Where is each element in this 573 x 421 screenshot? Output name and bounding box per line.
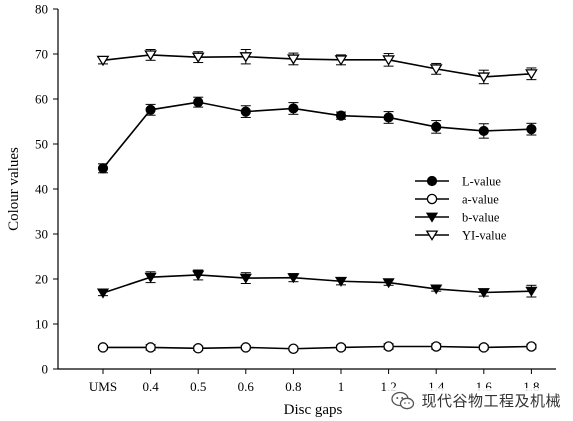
y-axis-title: Colour values (6, 147, 22, 231)
data-point (287, 273, 300, 284)
data-point (288, 103, 299, 114)
data-point (240, 342, 252, 353)
legend-label: b-value (462, 211, 500, 225)
x-tick-label: 1 (338, 379, 345, 394)
x-tick-label: 0.6 (238, 379, 255, 394)
data-point (477, 72, 491, 83)
data-point (145, 342, 156, 353)
data-point (383, 112, 394, 123)
data-point (430, 284, 443, 295)
legend-marker (425, 230, 439, 241)
data-point (431, 121, 442, 133)
watermark-text: 现代谷物工程及机械 (421, 392, 561, 410)
legend-label: a-value (462, 193, 499, 207)
data-point (477, 288, 490, 299)
data-point (382, 55, 395, 66)
series-L-value (97, 96, 537, 174)
data-point (239, 273, 252, 284)
data-point (96, 55, 110, 67)
data-point (525, 69, 538, 80)
data-point (430, 341, 442, 352)
legend-marker (426, 175, 438, 187)
data-point (192, 270, 205, 281)
y-tick-label: 50 (35, 137, 48, 152)
data-point (334, 276, 348, 287)
data-point (145, 104, 156, 115)
data-point (478, 125, 489, 137)
data-point (239, 52, 253, 63)
data-point (526, 124, 537, 135)
data-point (287, 54, 300, 65)
data-point (96, 288, 110, 299)
data-point (429, 64, 443, 75)
legend-item: L-value (415, 175, 501, 189)
legend: L-value a-value b-value YI-value (415, 175, 507, 243)
x-tick-label: 0.8 (285, 379, 301, 394)
data-point (335, 342, 347, 353)
x-tick-label: 0.5 (190, 379, 206, 394)
watermark: 现代谷物工程及机械 (387, 388, 565, 413)
legend-label: YI-value (462, 229, 507, 243)
data-point (334, 55, 348, 66)
data-point (335, 110, 347, 121)
y-tick-label: 10 (35, 317, 48, 332)
series-b-value (96, 269, 538, 299)
legend-item: YI-value (415, 229, 507, 243)
y-tick-label: 70 (35, 47, 48, 62)
y-tick-label: 20 (35, 272, 48, 287)
wechat-icon (391, 391, 415, 409)
plot-area (96, 49, 538, 354)
data-point (478, 342, 490, 353)
series-line (103, 345, 532, 350)
data-point (97, 342, 109, 353)
data-point (192, 343, 204, 354)
x-tick-label: 0.4 (142, 379, 159, 394)
data-point (383, 341, 394, 352)
x-axis-title: Disc gaps (284, 402, 343, 418)
series-line (102, 101, 532, 169)
legend-label: L-value (462, 175, 501, 189)
data-point (97, 163, 109, 174)
data-point (382, 278, 395, 289)
data-point (526, 341, 537, 352)
data-point (240, 106, 251, 117)
data-point (191, 52, 205, 64)
y-tick-label: 40 (35, 182, 48, 197)
series-line (102, 54, 532, 78)
x-tick-label: UMS (89, 379, 117, 394)
data-point (144, 272, 157, 283)
data-point (193, 97, 204, 108)
data-point (144, 50, 157, 61)
data-point (525, 286, 538, 297)
y-tick-label: 80 (35, 2, 48, 17)
y-tick-label: 30 (35, 227, 48, 242)
series-line (102, 274, 532, 294)
legend-marker (425, 212, 439, 223)
y-tick-label: 0 (42, 362, 49, 377)
legend-marker (426, 193, 438, 205)
series-YI-value (96, 49, 538, 85)
y-tick-label: 60 (35, 92, 48, 107)
legend-item: b-value (415, 211, 500, 225)
data-point (288, 343, 299, 354)
legend-item: a-value (415, 193, 499, 207)
series-a-value (97, 341, 537, 354)
